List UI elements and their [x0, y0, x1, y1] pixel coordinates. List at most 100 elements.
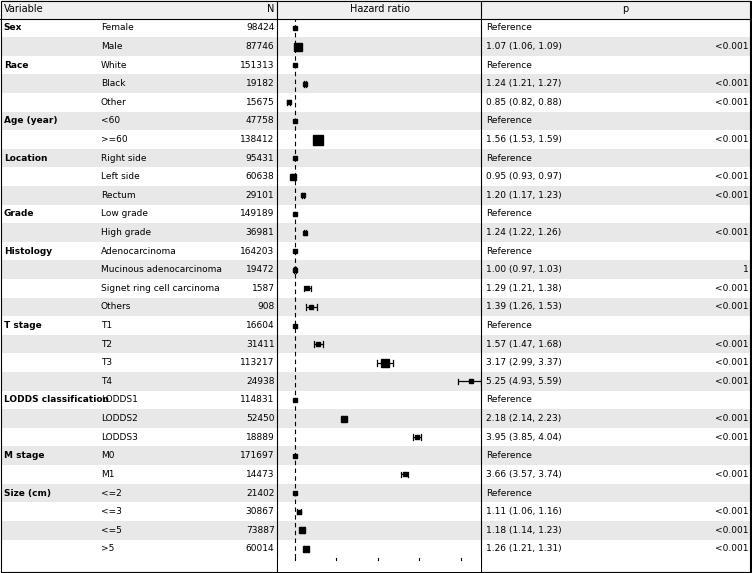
Text: <0.001: <0.001: [714, 98, 748, 107]
Text: >=60: >=60: [101, 135, 127, 144]
Text: 60014: 60014: [246, 544, 274, 554]
Text: 5.25 (4.93, 5.59): 5.25 (4.93, 5.59): [486, 377, 562, 386]
Bar: [1, 205, 751, 223]
Bar: [1, 0, 751, 18]
Bar: [1, 540, 751, 558]
Text: Female: Female: [101, 23, 134, 33]
Text: Male: Male: [101, 42, 123, 51]
Text: <0.001: <0.001: [714, 172, 748, 181]
Text: M0: M0: [101, 452, 114, 460]
Text: 138412: 138412: [240, 135, 274, 144]
Text: 908: 908: [257, 303, 274, 312]
Text: 149189: 149189: [240, 210, 274, 218]
Text: Mucinous adenocarcinoma: Mucinous adenocarcinoma: [101, 265, 222, 274]
Text: Low grade: Low grade: [101, 210, 147, 218]
Text: <=2: <=2: [101, 489, 122, 497]
Text: 87746: 87746: [246, 42, 274, 51]
Text: <60: <60: [101, 116, 120, 125]
Text: 0.85 (0.82, 0.88): 0.85 (0.82, 0.88): [486, 98, 562, 107]
Text: Other: Other: [101, 98, 126, 107]
Bar: [1, 428, 751, 446]
Text: LODDS3: LODDS3: [101, 433, 138, 442]
Text: Reference: Reference: [486, 395, 532, 405]
Bar: [1, 409, 751, 428]
Text: Race: Race: [4, 61, 29, 69]
Text: 3.66 (3.57, 3.74): 3.66 (3.57, 3.74): [486, 470, 562, 479]
Text: 1.00 (0.97, 1.03): 1.00 (0.97, 1.03): [486, 265, 562, 274]
Text: <0.001: <0.001: [714, 79, 748, 88]
Text: Reference: Reference: [486, 61, 532, 69]
Text: <0.001: <0.001: [714, 191, 748, 200]
Text: Hazard ratio: Hazard ratio: [350, 5, 410, 14]
Bar: [1, 56, 751, 74]
Text: <0.001: <0.001: [714, 507, 748, 516]
Text: Reference: Reference: [486, 246, 532, 256]
Text: Reference: Reference: [486, 489, 532, 497]
Text: LODDS2: LODDS2: [101, 414, 138, 423]
Text: M1: M1: [101, 470, 114, 479]
Text: Histology: Histology: [4, 246, 52, 256]
Text: 14473: 14473: [246, 470, 274, 479]
Bar: [1, 112, 751, 130]
Text: 1.20 (1.17, 1.23): 1.20 (1.17, 1.23): [486, 191, 562, 200]
Text: 0.95 (0.93, 0.97): 0.95 (0.93, 0.97): [486, 172, 562, 181]
Text: 1.24 (1.21, 1.27): 1.24 (1.21, 1.27): [486, 79, 561, 88]
Bar: [1, 130, 751, 149]
Text: 95431: 95431: [246, 154, 274, 163]
Text: <0.001: <0.001: [714, 525, 748, 535]
Text: <0.001: <0.001: [714, 228, 748, 237]
Text: LODDS classification: LODDS classification: [4, 395, 109, 405]
Text: 164203: 164203: [240, 246, 274, 256]
Bar: [1, 335, 751, 354]
Text: White: White: [101, 61, 127, 69]
Bar: [1, 242, 751, 261]
Bar: [1, 503, 751, 521]
Text: 1.26 (1.21, 1.31): 1.26 (1.21, 1.31): [486, 544, 562, 554]
Text: Left side: Left side: [101, 172, 140, 181]
Bar: [1, 279, 751, 297]
Text: 73887: 73887: [246, 525, 274, 535]
Text: Black: Black: [101, 79, 126, 88]
Text: <0.001: <0.001: [714, 42, 748, 51]
Text: <0.001: <0.001: [714, 377, 748, 386]
Text: Variable: Variable: [4, 5, 44, 14]
Text: 171697: 171697: [240, 452, 274, 460]
Text: 151313: 151313: [240, 61, 274, 69]
Text: 1587: 1587: [251, 284, 274, 293]
Text: 16604: 16604: [246, 321, 274, 330]
Text: Size (cm): Size (cm): [4, 489, 50, 497]
Text: 98424: 98424: [246, 23, 274, 33]
Bar: [1, 297, 751, 316]
Text: >5: >5: [101, 544, 114, 554]
Text: 19182: 19182: [246, 79, 274, 88]
Text: 1.11 (1.06, 1.16): 1.11 (1.06, 1.16): [486, 507, 562, 516]
Text: T2: T2: [101, 340, 112, 349]
Bar: [1, 18, 751, 37]
Text: <0.001: <0.001: [714, 544, 748, 554]
Text: 1.24 (1.22, 1.26): 1.24 (1.22, 1.26): [486, 228, 561, 237]
Text: Reference: Reference: [486, 210, 532, 218]
Text: 1.57 (1.47, 1.68): 1.57 (1.47, 1.68): [486, 340, 562, 349]
Bar: [1, 93, 751, 112]
Text: <0.001: <0.001: [714, 284, 748, 293]
Text: <=3: <=3: [101, 507, 122, 516]
Text: <0.001: <0.001: [714, 340, 748, 349]
Text: 19472: 19472: [246, 265, 274, 274]
Text: M stage: M stage: [4, 452, 44, 460]
Text: 30867: 30867: [246, 507, 274, 516]
Text: <0.001: <0.001: [714, 414, 748, 423]
Text: 1.07 (1.06, 1.09): 1.07 (1.06, 1.09): [486, 42, 562, 51]
Text: N: N: [267, 5, 274, 14]
Text: 3.95 (3.85, 4.04): 3.95 (3.85, 4.04): [486, 433, 562, 442]
Text: <0.001: <0.001: [714, 433, 748, 442]
Bar: [1, 484, 751, 503]
Bar: [1, 521, 751, 540]
Text: Right side: Right side: [101, 154, 147, 163]
Bar: [1, 465, 751, 484]
Text: p: p: [622, 5, 628, 14]
Text: Reference: Reference: [486, 154, 532, 163]
Bar: [1, 167, 751, 186]
Text: <=5: <=5: [101, 525, 122, 535]
Text: 114831: 114831: [240, 395, 274, 405]
Text: <0.001: <0.001: [714, 303, 748, 312]
